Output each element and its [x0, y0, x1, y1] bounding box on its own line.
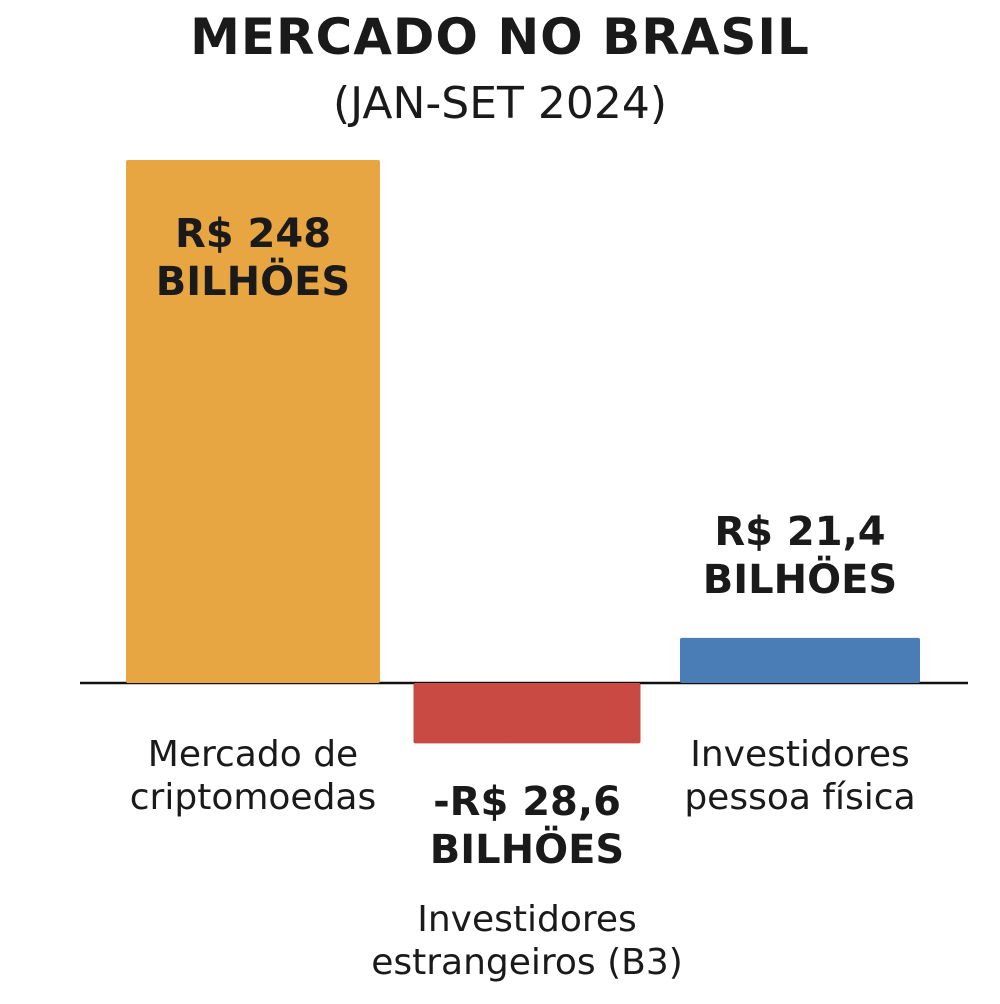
bar: [680, 637, 920, 683]
value-label: -R$ 28,6 BILHÖES: [429, 779, 625, 873]
value-label: R$ 248 BILHÖES: [155, 211, 351, 305]
value-label: R$ 21,4 BILHÖES: [702, 508, 898, 603]
chart-title: MERCADO NO BRASIL: [190, 8, 810, 66]
category-label: Mercado de criptomoedas: [129, 734, 377, 819]
bar: [126, 160, 380, 683]
bar: [413, 683, 641, 744]
category-label: Investidores pessoa física: [684, 734, 916, 819]
category-label: Investidores estrangeiros (B3): [371, 899, 683, 984]
chart-subtitle: (JAN-SET 2024): [333, 78, 667, 129]
